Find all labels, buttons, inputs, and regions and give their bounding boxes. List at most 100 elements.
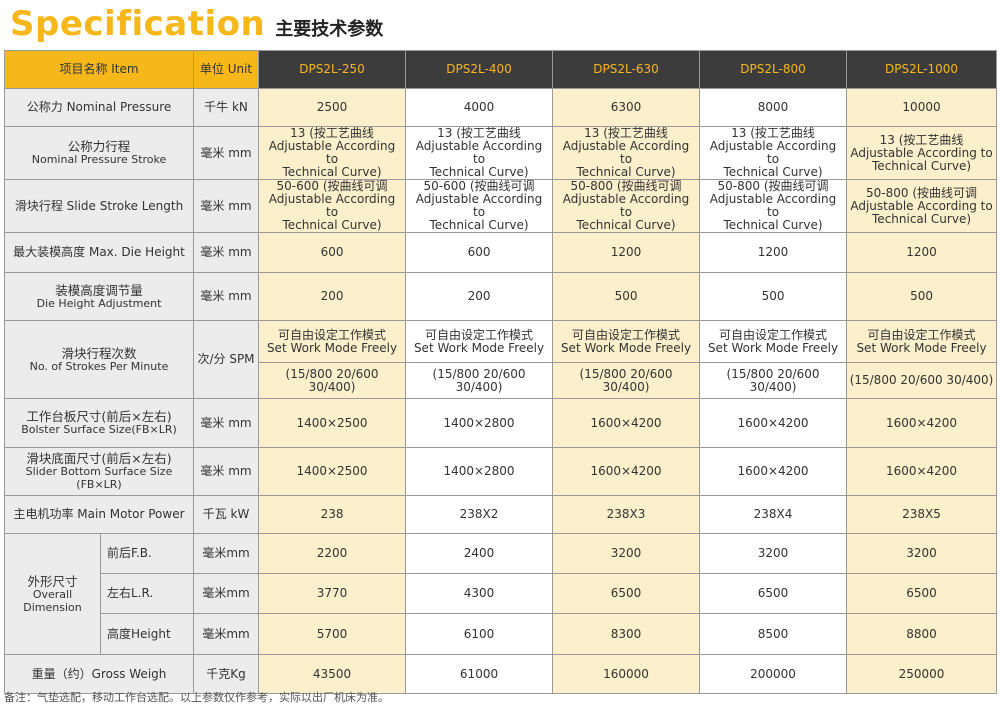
table-cell: 3200 — [699, 533, 848, 574]
table-cell: 61000 — [405, 654, 554, 694]
table-cell: 238X3 — [552, 495, 701, 534]
table-cell: 13 (按工艺曲线 Adjustable According to Technica… — [258, 126, 407, 180]
table-cell: (15/800 20/600 30/400) — [405, 362, 554, 399]
row-label: 重量（约）Gross Weigh — [3, 654, 195, 694]
row-unit: 毫米 mm — [193, 179, 260, 233]
row-unit: 毫米 mm — [193, 126, 260, 180]
row-label-en: No. of Strokes Per Minute — [29, 359, 169, 373]
table-cell: 6500 — [699, 573, 848, 614]
row-unit: 毫米mm — [193, 533, 260, 574]
header-unit: 单位 Unit — [193, 50, 260, 89]
table-cell: 5700 — [258, 613, 407, 655]
table-cell: 50-800 (按曲线可调 Adjustable According to Tech… — [846, 179, 998, 233]
row-unit: 毫米mm — [193, 613, 260, 655]
table-cell: 6500 — [552, 573, 701, 614]
table-cell: 50-800 (按曲线可调 Adjustable According to Tech… — [552, 179, 701, 233]
table-row: 外形尺寸 Overall Dimension 前后F.B. 毫米mm 2200 … — [4, 533, 998, 655]
table-cell: 238X4 — [699, 495, 848, 534]
table-row: 工作台板尺寸(前后×左右) Bolster Surface Size(FB×LR… — [3, 398, 998, 448]
row-sublabel: 左右L.R. — [99, 573, 195, 614]
table-cell: 1600×4200 — [846, 447, 998, 496]
table-row: 公称力行程 Nominal Pressure Stroke 毫米 mm 13 (… — [3, 126, 998, 180]
table-cell: 1200 — [846, 232, 998, 273]
table-cell: 50-600 (按曲线可调 Adjustable According to Tech… — [258, 179, 407, 233]
row-label: 公称力 Nominal Pressure — [3, 88, 195, 127]
table-cell: 200000 — [699, 654, 848, 694]
row-unit: 千瓦 kW — [193, 495, 260, 534]
table-cell: (15/800 20/600 30/400) — [258, 362, 407, 399]
table-row: 高度Height 毫米mm 5700 6100 8300 8500 8800 — [5, 613, 998, 655]
row-label: 公称力行程 Nominal Pressure Stroke — [3, 126, 195, 180]
row-label-en: Die Height Adjustment — [36, 296, 162, 310]
table-cell: 2400 — [405, 533, 554, 574]
table-cell: 2200 — [258, 533, 407, 574]
table-cell: 6100 — [405, 613, 554, 655]
table-row: 最大装模高度 Max. Die Height 毫米 mm 600 600 120… — [3, 232, 998, 273]
row-unit: 次/分 SPM — [193, 320, 260, 399]
row-label-en: Slider Bottom Surface Size (FB×LR) — [25, 465, 173, 491]
table-cell: 238X2 — [405, 495, 554, 534]
header-model: DPS2L-800 — [699, 50, 848, 89]
table-cell: 600 — [258, 232, 407, 273]
header-model: DPS2L-250 — [258, 50, 407, 89]
table-cell: 10000 — [846, 88, 998, 127]
row-label-cn: 公称力行程 — [67, 139, 131, 154]
row-label-cn: 装模高度调节量 — [55, 282, 143, 298]
table-cell: 500 — [552, 272, 701, 321]
table-cell: 200 — [258, 272, 407, 321]
footnote: 备注：气垫选配，移动工作台选配。以上参数仅作参考，实际以出厂机床为准。 — [4, 691, 389, 704]
row-sublabel: 前后F.B. — [99, 533, 195, 574]
row-label: 主电机功率 Main Motor Power — [3, 495, 195, 534]
table-cell: 8800 — [846, 613, 998, 655]
row-sublabel: 高度Height — [99, 613, 195, 655]
row-unit: 毫米 mm — [193, 232, 260, 273]
row-label-cn: 外形尺寸 — [27, 573, 78, 589]
row-unit: 毫米 mm — [193, 272, 260, 321]
table-cell: 可自由设定工作模式 Set Work Mode Freely — [258, 320, 407, 363]
header-row: 项目名称 Item 单位 Unit DPS2L-250 DPS2L-400 DP… — [3, 50, 998, 89]
table-cell: 160000 — [552, 654, 701, 694]
row-unit: 毫米mm — [193, 573, 260, 614]
row-label: 滑块行程次数 No. of Strokes Per Minute — [3, 320, 195, 399]
table-cell: 可自由设定工作模式 Set Work Mode Freely — [846, 320, 998, 363]
row-label-cn: 滑块底面尺寸(前后×左右) — [26, 451, 172, 466]
table-cell: 238X5 — [846, 495, 998, 534]
table-cell: 13 (按工艺曲线 Adjustable According to Technica… — [699, 126, 848, 180]
table-cell: 6500 — [846, 573, 998, 614]
table-cell: 238 — [258, 495, 407, 534]
row-unit: 千牛 kN — [193, 88, 260, 127]
table-cell: (15/800 20/600 30/400) — [846, 362, 998, 399]
header-model: DPS2L-630 — [552, 50, 701, 89]
table-cell: 1600×4200 — [846, 398, 998, 448]
row-label-en: Bolster Surface Size(FB×LR) — [21, 423, 177, 436]
table-cell: (15/800 20/600 30/400) — [699, 362, 848, 399]
row-unit: 千克Kg — [193, 654, 260, 694]
row-label: 工作台板尺寸(前后×左右) Bolster Surface Size(FB×LR… — [3, 398, 195, 448]
table-cell: 4000 — [405, 88, 554, 127]
table-cell: 1600×4200 — [552, 447, 701, 496]
row-label-en: Dimension — [23, 600, 82, 614]
table-cell: 500 — [846, 272, 998, 321]
table-cell: (15/800 20/600 30/400) — [552, 362, 701, 399]
header-model: DPS2L-400 — [405, 50, 554, 89]
table-cell: 6300 — [552, 88, 701, 127]
table-cell: 200 — [405, 272, 554, 321]
table-cell: 1400×2500 — [258, 398, 407, 448]
spec-table: 项目名称 Item 单位 Unit DPS2L-250 DPS2L-400 DP… — [3, 50, 998, 694]
row-label-cn: 滑块行程次数 — [61, 345, 137, 361]
table-row: 重量（约）Gross Weigh 千克Kg 43500 61000 160000… — [3, 654, 998, 694]
table-cell: 600 — [405, 232, 554, 273]
table-cell: 3200 — [846, 533, 998, 574]
table-cell: 1600×4200 — [699, 398, 848, 448]
table-cell: 4300 — [405, 573, 554, 614]
row-label: 外形尺寸 Overall Dimension — [4, 533, 101, 655]
table-row: 滑块行程 Slide Stroke Length 毫米 mm 50-600 (按… — [3, 179, 998, 233]
table-cell: 500 — [699, 272, 848, 321]
table-cell: 50-800 (按曲线可调 Adjustable According to Tech… — [699, 179, 848, 233]
header-model: DPS2L-1000 — [846, 50, 998, 89]
table-cell: 50-600 (按曲线可调 Adjustable According to Tech… — [405, 179, 554, 233]
table-cell: 43500 — [258, 654, 407, 694]
row-label-en: Nominal Pressure Stroke — [31, 153, 167, 166]
title-chinese: 主要技术参数 — [275, 19, 384, 40]
row-label-en: Overall — [32, 587, 73, 601]
